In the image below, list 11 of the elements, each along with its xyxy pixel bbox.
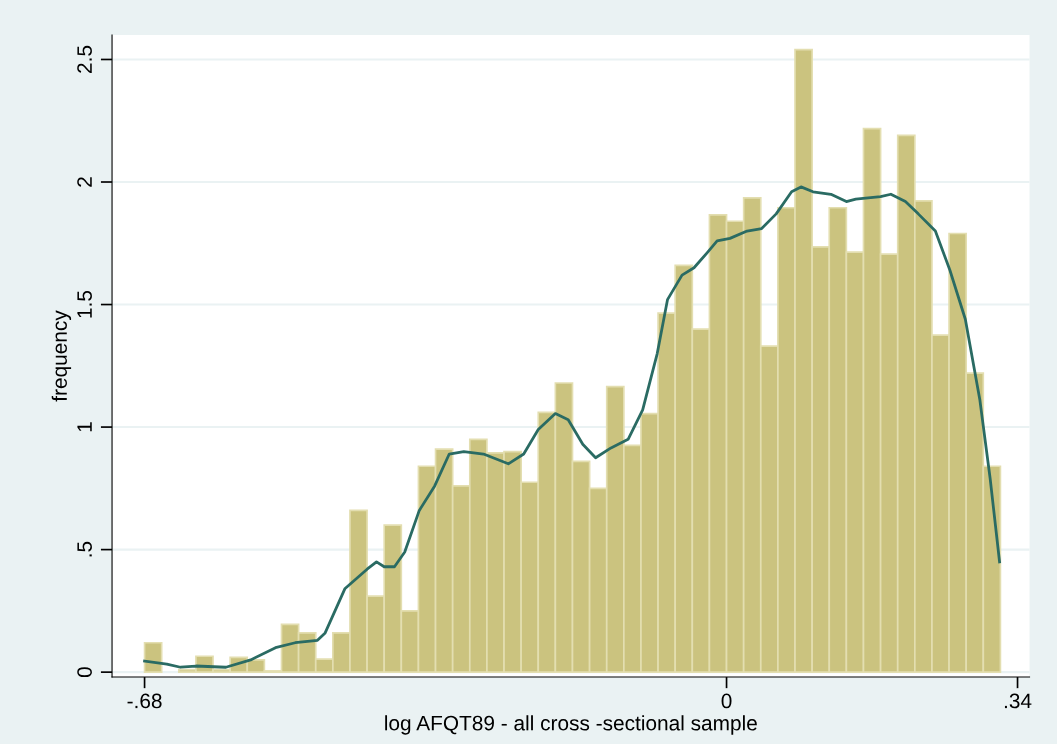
y-axis-title: frequency xyxy=(51,310,72,402)
x-tick-label: .34 xyxy=(1004,693,1032,709)
y-tick-label: 1.5 xyxy=(77,290,92,318)
y-tick-label: 2 xyxy=(77,177,92,187)
x-axis-title: log AFQT89 - all cross -sectional sample xyxy=(385,715,757,735)
x-tick-label: -.68 xyxy=(127,693,162,709)
y-tick-label: 2.5 xyxy=(77,45,92,73)
y-tick-label: .5 xyxy=(77,541,92,557)
y-tick-label: 1 xyxy=(77,422,92,432)
x-tick-label: 0 xyxy=(721,693,732,709)
y-tick-label: 0 xyxy=(77,667,92,678)
